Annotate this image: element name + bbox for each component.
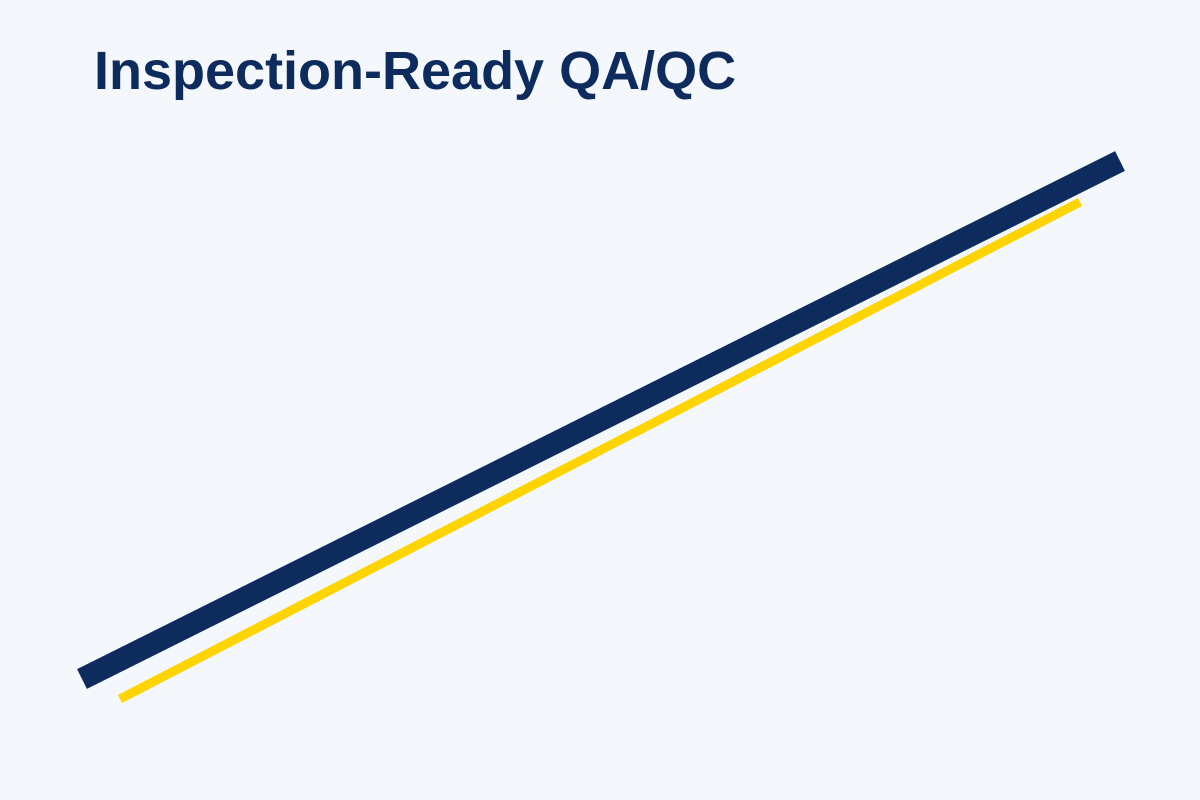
yellow-diagonal-stripe (117, 198, 1083, 703)
slide-title: Inspection-Ready QA/QC (94, 41, 737, 101)
navy-diagonal-stripe (77, 151, 1125, 689)
